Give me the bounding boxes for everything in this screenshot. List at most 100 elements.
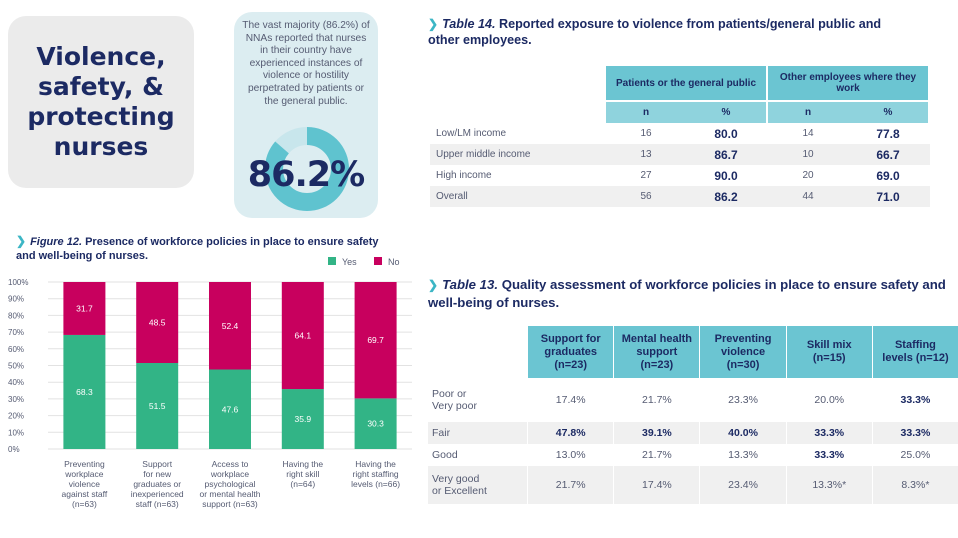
table13-row-label: Fair — [428, 422, 528, 444]
chevron-down-icon: ❯ — [16, 234, 27, 248]
table13-row-label-line: Fair — [432, 427, 451, 439]
table13-header-line: Staffing — [894, 339, 936, 351]
table13-header-line: (n=15) — [812, 352, 846, 364]
table13-title: Quality assessment of workforce policies… — [428, 277, 946, 310]
figure12-prefix: Figure 12. — [30, 236, 83, 248]
table14-cell: 77.8 — [876, 126, 900, 141]
table14-sub-n2: n — [768, 102, 848, 123]
x-category-label: for new — [143, 469, 172, 479]
x-category-label: graduates or — [133, 479, 181, 489]
y-tick-label: 70% — [8, 328, 24, 337]
table14-cell: 80.0 — [714, 126, 738, 141]
title-card: Violence, safety, & protecting nurses — [8, 16, 194, 188]
x-category-label: or mental health — [200, 489, 261, 499]
table13-heading: ❯ Table 13. Quality assessment of workfor… — [428, 276, 948, 311]
table13-row-label: Good — [428, 444, 527, 466]
y-tick-label: 100% — [8, 278, 28, 287]
table13-cell: 21.7% — [641, 394, 672, 406]
table13-cell: 21.7% — [641, 449, 672, 461]
table14-subheader: n % n % — [430, 102, 930, 123]
table14-row-label: Upper middle income — [436, 149, 531, 160]
table13-row-label-line: or Excellent — [432, 485, 487, 497]
data-label: 30.3 — [367, 419, 384, 429]
table14-cell: 10 — [802, 149, 814, 160]
table13-row-label-line: Good — [432, 449, 458, 461]
table13-header-line: support — [636, 345, 678, 358]
data-label: 64.1 — [295, 331, 312, 341]
x-category-label: Support — [142, 459, 172, 469]
table13-cell: 25.0% — [900, 449, 931, 461]
legend-label: No — [388, 257, 400, 267]
table14-cell: 69.0 — [876, 168, 900, 183]
table13-row-label-line: Very good — [432, 473, 480, 485]
chevron-down-icon: ❯ — [428, 17, 439, 31]
table13-cell: 40.0% — [700, 422, 786, 444]
data-label: 68.3 — [76, 387, 93, 397]
table13-cell: 13.3%* — [786, 466, 872, 504]
stat-description: The vast majority (86.2%) of NNAs report… — [242, 20, 370, 107]
table13-cell: 33.3% — [872, 422, 958, 444]
table13-header-line: Skill mix — [806, 339, 852, 351]
x-category-label: staff (n=63) — [136, 499, 179, 509]
data-label: 69.7 — [367, 335, 384, 345]
x-category-label: Access to — [212, 459, 249, 469]
chevron-down-icon: ❯ — [428, 278, 439, 292]
y-tick-label: 0% — [8, 445, 20, 454]
table-row: Very good or Excellent 21.7% 17.4% 23.4% 13.3… — [428, 466, 958, 504]
table13-header-cell: Preventing violence (n=30) — [700, 326, 786, 378]
table-row: Overall 56 86.2 44 71.0 — [430, 186, 930, 207]
data-label: 31.7 — [76, 303, 93, 313]
table13-header-line: Mental health — [621, 332, 693, 345]
table14-cell: 71.0 — [876, 189, 900, 204]
y-tick-label: 90% — [8, 295, 24, 304]
y-tick-label: 30% — [8, 395, 24, 404]
table13-row-label: Very good or Excellent — [428, 466, 528, 504]
x-category-label: Preventing — [64, 459, 105, 469]
table14-sub-n1: n — [606, 102, 686, 123]
table13-cell: 21.7% — [528, 466, 614, 504]
table14-cell: 44 — [802, 191, 814, 202]
table14-heading: ❯ Table 14. Reported exposure to violence… — [428, 16, 898, 48]
table-row: Poor or Very poor 17.4% 21.7% 23.3% 20.0% 33.3… — [428, 378, 958, 422]
table-row: Low/LM income 16 80.0 14 77.8 — [430, 123, 930, 144]
table13-header-line: violence — [721, 345, 766, 358]
bar-no — [136, 282, 179, 363]
table14-cell: 90.0 — [714, 168, 738, 183]
x-category-label: (n=63) — [72, 499, 97, 509]
table13-cell: 23.3% — [728, 394, 758, 406]
stat-value: 86.2% — [247, 155, 365, 195]
table14-cell: 66.7 — [876, 147, 900, 162]
table13-header-cell: Support for graduates (n=23) — [528, 326, 614, 378]
data-label: 51.5 — [149, 401, 166, 411]
table14-group1: Patients or the general public — [606, 66, 766, 100]
table13-cell: 33.3% — [786, 422, 872, 444]
table13-header-line: (n=23) — [554, 358, 588, 371]
x-category-label: right staffing — [353, 469, 399, 479]
table-13: Support for graduates (n=23) Mental health s… — [428, 326, 958, 504]
table14-sub-p2: % — [848, 102, 928, 123]
table14-cell: 86.7 — [714, 147, 738, 162]
bar-yes — [63, 334, 106, 449]
table14-sub-p1: % — [686, 102, 766, 123]
table14-cell: 56 — [640, 191, 652, 202]
table-row: High income 27 90.0 20 69.0 — [430, 165, 930, 186]
stat-donut — [265, 127, 349, 211]
figure12-chart: Yes No 0% 10% 20% 30% 40% 50% 60% 70% 80% 90% 100% 68… — [8, 257, 412, 509]
table14-group2: Other employees where they work — [768, 66, 928, 100]
table14-cell: 13 — [640, 149, 652, 160]
bar-yes — [209, 369, 251, 449]
legend-swatch — [328, 257, 336, 265]
table14-prefix: Table 14. — [442, 17, 496, 31]
data-label: 35.9 — [295, 414, 312, 424]
table14-cell: 16 — [640, 128, 652, 139]
table13-header-line: graduates — [544, 345, 597, 358]
x-category-label: psychological — [204, 479, 255, 489]
table13-cell: 33.3% — [900, 394, 931, 406]
legend-label: Yes — [342, 257, 357, 267]
table13-header-line: Support for — [540, 332, 601, 345]
y-tick-label: 20% — [8, 412, 24, 421]
table13-header-cell: Skill mix (n=15) — [786, 326, 872, 378]
table-14: Patients or the general public Other emp… — [430, 66, 930, 207]
table14-title: Reported exposure to violence from patie… — [428, 17, 882, 47]
x-category-label: Having the — [282, 459, 323, 469]
